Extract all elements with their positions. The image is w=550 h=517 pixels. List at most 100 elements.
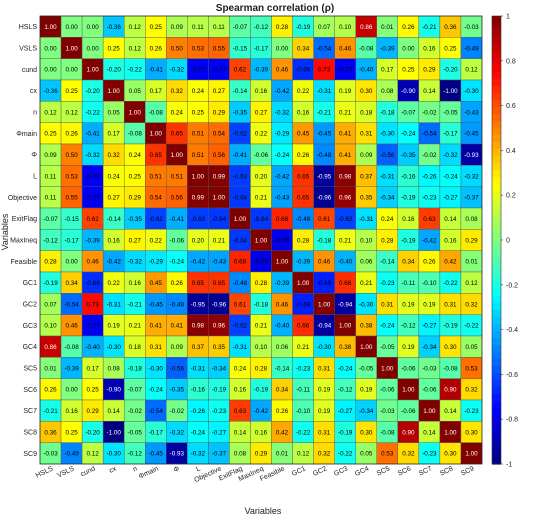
y-tick-label: L [33, 174, 37, 181]
colorbar-segment [492, 191, 501, 199]
cell-value-label: 0.22 [150, 237, 163, 244]
cell-value-label: -0.29 [149, 259, 164, 266]
colorbar-tick-label: 0 [506, 238, 510, 245]
cell-value-label: -0.42 [254, 408, 269, 415]
cell-value-label: -0.08 [443, 365, 458, 372]
cell-value-label: -0.39 [380, 45, 395, 52]
cell-value-label: 0.32 [465, 301, 478, 308]
cell-value-label: -0.22 [443, 280, 458, 287]
cell-value-label: 0.32 [108, 152, 121, 159]
cell-value-label: -0.69 [296, 301, 311, 308]
heatmap-cells: 1.00 0.00 0.00 -0.36 0.12 0.25 0.09 0.11 0.11 -0.… [39, 15, 483, 465]
cell-value-label: 1.00 [129, 109, 142, 116]
cell-value-label: -0.19 [254, 387, 269, 394]
cell-value-label: 0.01 [381, 24, 394, 31]
cell-value-label: 0.45 [297, 131, 310, 138]
cell-value-label: 0.53 [192, 45, 205, 52]
cell-value-label: 0.26 [402, 24, 415, 31]
cell-value-label: -0.32 [128, 259, 143, 266]
colorbar-tick-label: 0.2 [506, 193, 516, 200]
cell-value-label: -0.06 [401, 365, 416, 372]
cell-value-label: -0.20 [106, 67, 121, 74]
cell-value-label: -0.90 [401, 88, 416, 95]
y-tick-label: Objective [8, 195, 37, 202]
cell-value-label: 0.31 [150, 344, 163, 351]
cell-value-label: 0.21 [129, 323, 142, 330]
cell-value-label: 0.12 [129, 45, 142, 52]
cell-value-label: 1.00 [44, 24, 57, 31]
cell-value-label: -0.63 [233, 173, 248, 180]
cell-value-label: -0.42 [191, 259, 206, 266]
cell-value-label: 0.51 [192, 131, 205, 138]
cell-value-label: -0.32 [85, 152, 100, 159]
cell-value-label: 0.35 [360, 195, 373, 202]
cell-value-label: 0.53 [65, 173, 78, 180]
y-tick-label: GC1 [23, 280, 38, 287]
cell-value-label: 0.68 [234, 259, 247, 266]
cell-value-label: 0.14 [444, 408, 457, 415]
cell-value-label: -0.14 [233, 88, 248, 95]
cell-value-label: -0.21 [43, 408, 58, 415]
cell-value-label: 0.96 [339, 195, 352, 202]
cell-value-label: 0.05 [465, 344, 478, 351]
colorbar-segment [492, 275, 501, 283]
cell-value-label: -0.48 [317, 152, 332, 159]
cell-value-label: -0.02 [170, 408, 185, 415]
cell-value-label: -0.77 [191, 67, 206, 74]
cell-value-label: -0.32 [170, 429, 185, 436]
cell-value-label: 0.56 [213, 152, 226, 159]
cell-value-label: 0.12 [297, 451, 310, 458]
colorbar-segment [492, 72, 501, 80]
cell-value-label: 0.86 [360, 24, 373, 31]
cell-value-label: 0.22 [108, 280, 121, 287]
cell-value-label: 0.42 [276, 429, 289, 436]
cell-value-label: 0.32 [465, 387, 478, 394]
colorbar-segment [492, 107, 501, 115]
cell-value-label: 0.00 [65, 387, 78, 394]
cell-value-label: 1.00 [150, 131, 163, 138]
colorbar-segment [492, 394, 501, 402]
cell-value-label: -0.48 [170, 301, 185, 308]
cell-value-label: 0.41 [150, 323, 163, 330]
cell-value-label: 0.14 [444, 216, 457, 223]
cell-value-label: 0.05 [360, 451, 373, 458]
cell-value-label: 0.54 [213, 131, 226, 138]
cell-value-label: -0.39 [85, 237, 100, 244]
cell-value-label: 0.86 [44, 344, 57, 351]
y-tick-label: SC7 [23, 408, 37, 415]
cell-value-label: -0.05 [128, 429, 143, 436]
cell-value-label: -0.31 [380, 173, 395, 180]
cell-value-label: 0.08 [108, 365, 121, 372]
x-tick-label: SC5 [376, 465, 391, 477]
cell-value-label: -0.06 [254, 152, 269, 159]
cell-value-label: 0.37 [192, 344, 205, 351]
colorbar-tick-label: 0.6 [506, 103, 516, 110]
cell-value-label: -0.40 [85, 344, 100, 351]
cell-value-label: 0.06 [360, 259, 373, 266]
cell-value-label: -0.22 [296, 429, 311, 436]
cell-value-label: 0.19 [108, 323, 121, 330]
y-tick-label: VSLS [19, 46, 37, 53]
cell-value-label: 0.53 [465, 365, 478, 372]
cell-value-label: -0.18 [380, 109, 395, 116]
cell-value-label: 0.26 [65, 131, 78, 138]
cell-value-label: 0.01 [276, 451, 289, 458]
cell-value-label: -0.08 [128, 131, 143, 138]
cell-value-label: -0.21 [422, 24, 437, 31]
cell-value-label: -0.34 [380, 195, 395, 202]
cell-value-label: 0.55 [65, 195, 78, 202]
colorbar-segment [492, 457, 501, 465]
cell-value-label: -0.23 [422, 195, 437, 202]
cell-value-label: 0.00 [65, 24, 78, 31]
x-tick-label: L [195, 465, 202, 473]
colorbar-segment [492, 149, 501, 157]
cell-value-label: 0.73 [318, 67, 331, 74]
cell-value-label: 0.63 [234, 408, 247, 415]
cell-value-label: -0.18 [317, 237, 332, 244]
cell-value-label: -0.19 [401, 195, 416, 202]
cell-value-label: 0.14 [423, 429, 436, 436]
cell-value-label: 0.25 [44, 131, 57, 138]
cell-value-label: 0.31 [360, 131, 373, 138]
cell-value-label: 0.01 [44, 365, 57, 372]
cell-value-label: 0.38 [360, 323, 373, 330]
